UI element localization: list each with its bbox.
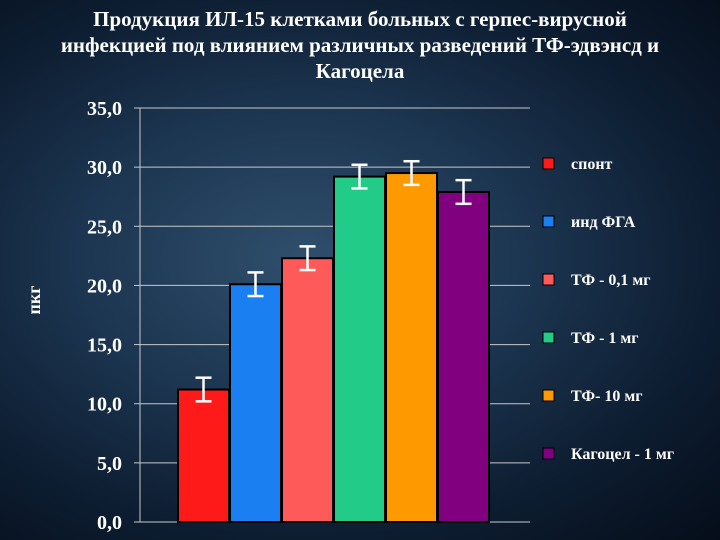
chart-title-line-2: инфекцией под влиянием различных разведе… (60, 33, 660, 57)
legend-swatch (542, 157, 555, 170)
legend-swatch (542, 331, 555, 344)
chart-error-bars (195, 159, 472, 403)
error-bar (195, 376, 212, 403)
y-tick-label: 5,0 (97, 453, 122, 475)
bar (437, 190, 490, 524)
error-bar (351, 163, 368, 190)
bar (333, 175, 386, 523)
legend-label: Кагоцел - 1 мг (571, 446, 674, 463)
error-bar (455, 178, 472, 206)
legend-swatch (542, 447, 555, 460)
legend-swatch (542, 389, 555, 402)
legend-label: ТФ - 1 мг (571, 330, 639, 347)
bar (281, 257, 334, 523)
y-tick-label: 20,0 (87, 275, 122, 297)
y-tick-label: 30,0 (87, 157, 122, 179)
legend-label: спонт (571, 156, 613, 173)
y-tick-label: 15,0 (87, 335, 122, 357)
error-bar (403, 159, 420, 187)
chart-legend: спонт инд ФГА ТФ - 0,1 мг ТФ - 1 мг ТФ- 10 м… (542, 156, 674, 463)
chart-title: Продукция ИЛ-15 клетками больных с герпе… (0, 6, 720, 84)
bar (177, 388, 230, 523)
legend-swatch (542, 273, 555, 286)
legend-label: ТФ - 0,1 мг (571, 272, 651, 289)
error-bar (247, 271, 264, 298)
bar (229, 283, 282, 524)
chart-title-line-3: Кагоцела (315, 59, 405, 83)
chart-title-line-1: Продукция ИЛ-15 клетками больных с герпе… (93, 7, 627, 31)
error-bar (299, 245, 316, 272)
legend-label: инд ФГА (571, 214, 636, 231)
chart-bars (177, 172, 490, 524)
legend-label: ТФ- 10 мг (571, 388, 643, 405)
bar (385, 172, 438, 524)
y-tick-label: 35,0 (87, 98, 122, 120)
y-tick-label: 25,0 (87, 216, 122, 238)
y-tick-label: 0,0 (97, 512, 122, 534)
y-tick-label: 10,0 (87, 394, 122, 416)
y-axis-label: пкг (24, 286, 44, 315)
legend-swatch (542, 215, 555, 228)
